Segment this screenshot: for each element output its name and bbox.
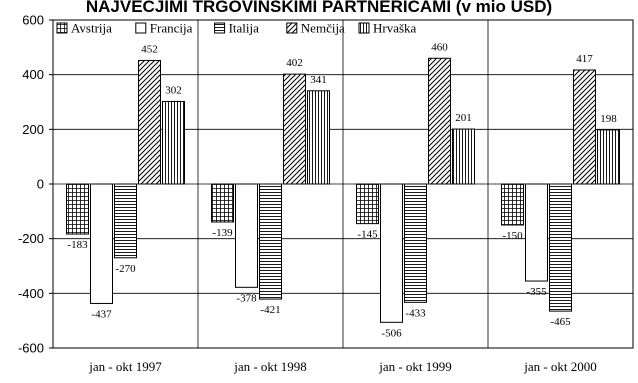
bar (90, 183, 113, 304)
legend-label: Francija (150, 21, 193, 36)
legend-label: Nemčija (301, 21, 345, 36)
x-tick-label: jan - okt 1999 (378, 359, 452, 374)
bars (66, 57, 620, 323)
legend-swatch (358, 22, 370, 34)
data-label: 198 (600, 113, 617, 125)
bar (356, 183, 379, 225)
y-tick-label: 200 (22, 122, 44, 137)
bar (211, 183, 234, 223)
y-tick-label: 400 (22, 67, 44, 82)
data-label: 201 (455, 112, 472, 124)
data-label: -355 (526, 286, 547, 298)
legend-swatch (56, 22, 68, 34)
bar (452, 128, 475, 185)
bar (114, 183, 137, 259)
bar (283, 73, 306, 185)
data-label: 460 (431, 41, 448, 53)
bar (428, 57, 451, 185)
data-label: 402 (286, 57, 303, 69)
legend-swatch (135, 22, 147, 34)
data-label: -145 (357, 229, 378, 241)
x-tick-label: jan - okt 1998 (233, 359, 307, 374)
axes: 600 400 200 0 -200 -400 -600 jan - okt 1997 jan … (18, 13, 634, 374)
bar (235, 183, 258, 288)
data-label: -183 (67, 239, 88, 251)
x-tick-label: jan - okt 2000 (523, 359, 597, 374)
data-label: 452 (141, 43, 158, 55)
bar (573, 69, 596, 185)
bar (380, 183, 403, 323)
y-tick-label: 600 (22, 13, 44, 28)
y-tick-label: -600 (18, 341, 44, 356)
data-label: 302 (165, 84, 182, 96)
bar (597, 129, 620, 185)
chart-title: NAJVEČJIMI TRGOVINSKIMI PARTNERICAMI (v … (86, 0, 552, 16)
bar (307, 90, 330, 185)
bar (549, 183, 572, 312)
bar (501, 183, 524, 226)
data-label: -465 (550, 316, 571, 328)
data-label: -421 (260, 304, 280, 316)
bar (162, 100, 185, 185)
data-labels: -183 -437 -270 452 302 -139 -378-421 402 341 -145… (67, 41, 617, 339)
data-label: -506 (381, 327, 402, 339)
legend-swatch (214, 22, 226, 34)
y-tick-label: 0 (37, 177, 44, 192)
data-label: -437 (91, 308, 112, 320)
bar (66, 183, 89, 235)
data-label: -270 (115, 263, 136, 275)
y-tick-label: -400 (18, 286, 44, 301)
legend-label: Hrvaška (373, 21, 417, 36)
bar (138, 59, 161, 185)
bar (525, 183, 548, 282)
legend-swatch (286, 22, 298, 34)
data-label: 341 (310, 74, 327, 86)
legend-label: Italija (229, 21, 260, 36)
data-label: -139 (212, 227, 233, 239)
bar (404, 183, 427, 303)
data-label: -150 (502, 230, 523, 242)
data-label: 417 (576, 53, 593, 65)
y-tick-label: -200 (18, 231, 44, 246)
legend-label: Avstrija (71, 21, 112, 36)
bar (259, 183, 282, 300)
data-label: -433 (405, 307, 426, 319)
x-tick-label: jan - okt 1997 (88, 359, 162, 374)
legend: Avstrija Francija Italija Nemčija Hrvaška (56, 21, 417, 36)
data-label: -378 (236, 292, 257, 304)
